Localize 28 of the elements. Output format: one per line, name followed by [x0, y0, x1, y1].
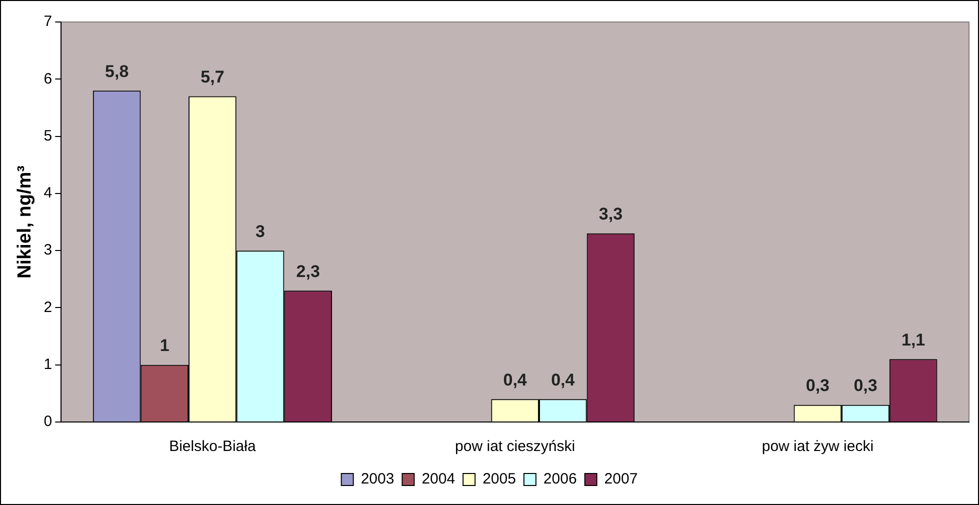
- data-label: 0,4: [551, 370, 576, 390]
- y-tick-label: 6: [44, 70, 52, 88]
- data-label: 0,4: [503, 370, 528, 390]
- legend-label: 2007: [604, 470, 638, 488]
- data-label: 5,8: [105, 62, 129, 81]
- data-label: 1,1: [902, 330, 926, 350]
- data-label: 0,3: [854, 376, 878, 396]
- data-label: 0,3: [806, 376, 830, 396]
- y-tick-label: 3: [44, 242, 52, 259]
- data-label: 5,7: [200, 67, 224, 86]
- x-tick-label: Bielsko-Biała: [169, 438, 256, 456]
- legend-label: 2003: [360, 470, 394, 488]
- x-tick-label: pow iat cieszyński: [455, 438, 576, 456]
- data-label: 3: [256, 222, 265, 241]
- y-tick-label: 7: [44, 13, 52, 30]
- x-tick-label: pow iat żyw iecki: [762, 438, 874, 456]
- y-tick-label: 1: [44, 356, 52, 373]
- legend-label: 2006: [543, 470, 577, 488]
- data-label: 3,3: [598, 204, 623, 224]
- legend-label: 2005: [482, 470, 516, 488]
- y-tick-label: 2: [44, 298, 52, 316]
- data-label: 1: [160, 336, 170, 356]
- y-tick-label: 4: [44, 184, 52, 202]
- data-label: 2,3: [296, 262, 320, 281]
- legend-label: 2004: [422, 470, 456, 488]
- y-axis-title: Nikiel, ng/m³: [14, 166, 36, 278]
- y-tick-label: 0: [44, 413, 52, 430]
- y-tick-label: 5: [44, 127, 52, 144]
